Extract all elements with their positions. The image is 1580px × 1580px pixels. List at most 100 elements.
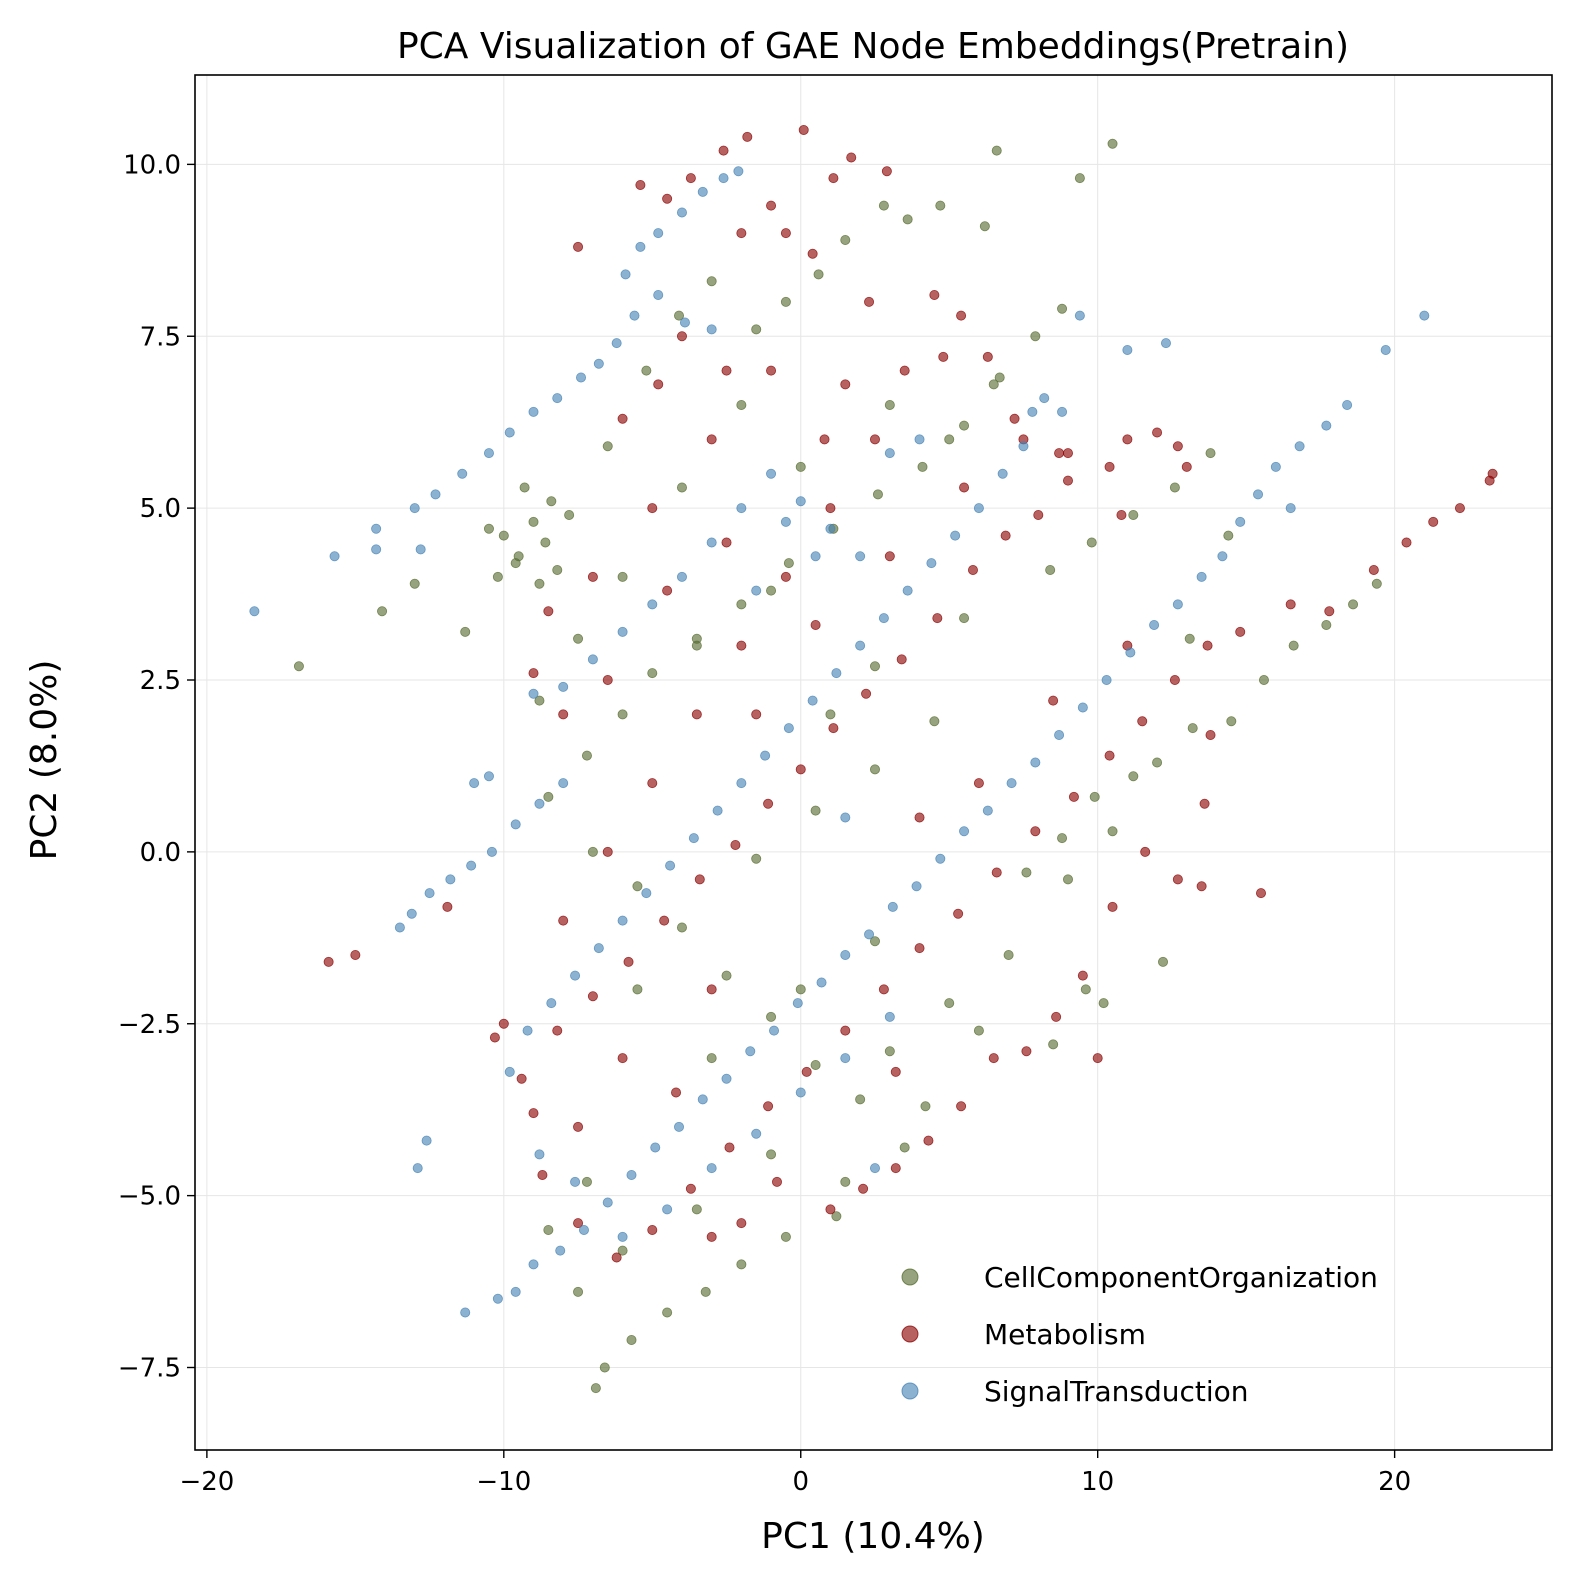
data-point <box>884 1011 895 1022</box>
data-point <box>377 606 388 617</box>
data-point <box>899 365 910 376</box>
data-point <box>887 901 898 912</box>
data-point <box>706 1231 717 1242</box>
data-point <box>1253 489 1264 500</box>
data-point <box>466 860 477 871</box>
data-point <box>1169 675 1180 686</box>
data-point <box>920 1101 931 1112</box>
data-point <box>617 571 628 582</box>
data-point <box>483 523 494 534</box>
data-point <box>504 1066 515 1077</box>
data-point <box>676 571 687 582</box>
data-point <box>629 310 640 321</box>
data-point <box>1027 406 1038 417</box>
data-point <box>1030 331 1041 342</box>
data-point <box>911 881 922 892</box>
data-point <box>537 1170 548 1181</box>
data-point <box>632 881 643 892</box>
data-point <box>706 1163 717 1174</box>
data-point <box>810 805 821 816</box>
data-point <box>1125 647 1136 658</box>
data-point <box>1294 441 1305 452</box>
data-point <box>1199 798 1210 809</box>
data-point <box>1285 599 1296 610</box>
data-point <box>1057 833 1068 844</box>
data-point <box>676 922 687 933</box>
data-point <box>1140 846 1151 857</box>
data-point <box>1122 434 1133 445</box>
data-point <box>783 723 794 734</box>
data-point <box>371 523 382 534</box>
data-point <box>573 241 584 252</box>
data-point <box>869 936 880 947</box>
data-point <box>1137 716 1148 727</box>
data-point <box>878 200 889 211</box>
data-point <box>1160 338 1171 349</box>
data-point <box>599 1362 610 1373</box>
data-point <box>1021 1046 1032 1057</box>
data-point <box>697 186 708 197</box>
data-point <box>602 441 613 452</box>
data-point <box>587 846 598 857</box>
data-point <box>914 812 925 823</box>
data-point <box>1054 730 1065 741</box>
series-signaltransduction <box>249 166 1430 1318</box>
data-point <box>1321 420 1332 431</box>
data-point <box>1033 509 1044 520</box>
data-point <box>825 523 836 534</box>
data-point <box>662 1307 673 1318</box>
data-point <box>736 399 747 410</box>
data-point <box>617 1231 628 1242</box>
data-point <box>1169 482 1180 493</box>
data-point <box>1057 406 1068 417</box>
data-point <box>766 200 777 211</box>
data-point <box>840 379 851 390</box>
data-point <box>1288 640 1299 651</box>
data-point <box>801 1066 812 1077</box>
data-point <box>766 585 777 596</box>
data-point <box>1092 1053 1103 1064</box>
data-point <box>1419 310 1430 321</box>
data-point <box>558 915 569 926</box>
y-axis-title: PC2 (8.0%) <box>24 660 65 861</box>
data-point <box>973 503 984 514</box>
data-point <box>611 1252 622 1263</box>
data-point <box>869 764 880 775</box>
data-point <box>890 1163 901 1174</box>
data-point <box>534 1149 545 1160</box>
data-point <box>795 461 806 472</box>
data-point <box>510 1286 521 1297</box>
data-point <box>733 166 744 177</box>
data-point <box>1051 1011 1062 1022</box>
data-point <box>1172 599 1183 610</box>
data-point <box>766 1011 777 1022</box>
data-point <box>534 798 545 809</box>
data-point <box>884 1046 895 1057</box>
data-point <box>751 324 762 335</box>
data-point <box>982 351 993 362</box>
data-point <box>685 173 696 184</box>
data-point <box>1196 571 1207 582</box>
data-point <box>769 1025 780 1036</box>
data-point <box>1235 626 1246 637</box>
data-point <box>469 778 480 789</box>
data-point <box>1324 606 1335 617</box>
data-point <box>1021 867 1032 878</box>
data-point <box>659 915 670 926</box>
data-point <box>763 1101 774 1112</box>
data-point <box>959 482 970 493</box>
data-point <box>483 771 494 782</box>
data-point <box>1371 578 1382 589</box>
data-point <box>1107 826 1118 837</box>
data-point <box>825 709 836 720</box>
data-point <box>1172 874 1183 885</box>
data-point <box>780 571 791 582</box>
data-point <box>751 709 762 720</box>
data-point <box>626 1170 637 1181</box>
data-point <box>1098 998 1109 1009</box>
data-point <box>662 193 673 204</box>
data-point <box>935 200 946 211</box>
data-point <box>766 1149 777 1160</box>
data-point <box>498 1018 509 1029</box>
data-point <box>1217 551 1228 562</box>
